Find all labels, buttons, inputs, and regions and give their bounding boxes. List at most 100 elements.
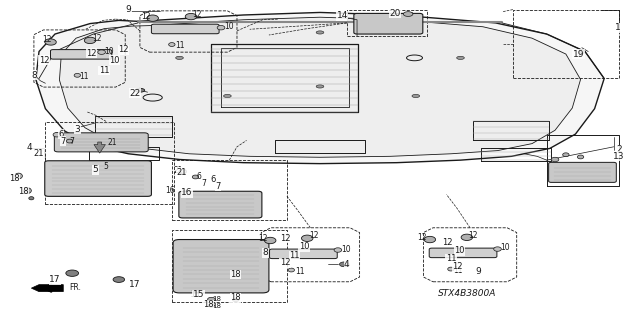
FancyBboxPatch shape (51, 50, 112, 59)
Text: 1: 1 (614, 23, 620, 32)
Text: 9: 9 (476, 267, 481, 276)
Text: 18: 18 (212, 303, 221, 309)
Text: 19: 19 (573, 49, 584, 59)
Text: 12: 12 (42, 35, 51, 44)
Text: 13: 13 (613, 152, 625, 161)
FancyBboxPatch shape (54, 133, 148, 152)
Text: 14: 14 (337, 11, 348, 20)
Ellipse shape (67, 139, 73, 143)
Ellipse shape (316, 85, 324, 88)
Ellipse shape (424, 236, 436, 243)
Text: 21: 21 (34, 149, 44, 158)
Text: 7: 7 (70, 137, 75, 145)
Ellipse shape (301, 235, 313, 241)
Ellipse shape (179, 169, 186, 174)
Polygon shape (36, 12, 604, 164)
Text: 2: 2 (616, 145, 621, 154)
Text: 12: 12 (452, 262, 463, 271)
Text: 10: 10 (104, 47, 114, 56)
Text: 12: 12 (92, 34, 101, 43)
Ellipse shape (223, 94, 231, 98)
Text: 12: 12 (417, 233, 427, 242)
Text: 15: 15 (191, 290, 200, 299)
Text: 12: 12 (309, 231, 318, 240)
FancyBboxPatch shape (548, 162, 616, 182)
FancyBboxPatch shape (179, 191, 262, 218)
Text: 20: 20 (390, 9, 401, 18)
FancyBboxPatch shape (173, 240, 269, 293)
Text: 18: 18 (230, 270, 241, 279)
Ellipse shape (412, 94, 420, 98)
Text: 11: 11 (175, 41, 184, 50)
Text: 11: 11 (79, 72, 88, 81)
Text: 6: 6 (196, 172, 201, 181)
Text: 7: 7 (61, 137, 66, 145)
Ellipse shape (288, 268, 294, 272)
Ellipse shape (169, 43, 175, 47)
Text: 11: 11 (453, 265, 463, 275)
Text: 4: 4 (27, 143, 32, 152)
Text: STX4B3800A: STX4B3800A (438, 289, 496, 298)
Text: 12: 12 (280, 234, 290, 243)
Text: 12: 12 (258, 234, 268, 243)
Ellipse shape (24, 188, 31, 194)
Ellipse shape (563, 153, 569, 157)
Text: 11: 11 (99, 66, 109, 75)
Text: 18: 18 (212, 296, 221, 302)
Text: 9: 9 (125, 5, 131, 14)
Ellipse shape (185, 13, 196, 20)
Text: 10: 10 (224, 22, 234, 31)
Ellipse shape (264, 237, 276, 244)
FancyBboxPatch shape (45, 161, 152, 196)
Ellipse shape (53, 132, 61, 137)
Text: 22: 22 (129, 89, 140, 98)
FancyBboxPatch shape (152, 24, 219, 34)
Ellipse shape (551, 157, 559, 162)
Text: 6: 6 (211, 175, 216, 184)
Ellipse shape (113, 277, 125, 282)
Text: 5: 5 (92, 165, 98, 174)
Ellipse shape (45, 39, 56, 45)
FancyArrow shape (94, 142, 106, 153)
Ellipse shape (29, 197, 34, 200)
Text: 18: 18 (203, 300, 214, 309)
Text: 3: 3 (74, 124, 80, 134)
Text: 21: 21 (108, 138, 117, 147)
Text: 10: 10 (500, 243, 510, 252)
Text: 12: 12 (86, 48, 97, 58)
Text: 16: 16 (165, 186, 175, 195)
Ellipse shape (579, 50, 585, 53)
FancyBboxPatch shape (429, 248, 497, 258)
Ellipse shape (74, 73, 81, 77)
Text: 12: 12 (280, 258, 290, 267)
Text: 7: 7 (215, 182, 221, 191)
Ellipse shape (15, 173, 22, 179)
Ellipse shape (208, 304, 214, 307)
Text: 8: 8 (31, 71, 36, 80)
Text: 12: 12 (193, 10, 202, 19)
Text: 10: 10 (299, 242, 309, 251)
Text: 15: 15 (193, 290, 204, 299)
Ellipse shape (135, 88, 145, 92)
Text: 7: 7 (202, 179, 206, 188)
Text: 21: 21 (173, 166, 183, 175)
Ellipse shape (217, 26, 225, 30)
Text: 17: 17 (49, 275, 61, 284)
Ellipse shape (147, 15, 159, 21)
Ellipse shape (316, 31, 324, 34)
Ellipse shape (403, 12, 413, 16)
Ellipse shape (448, 267, 454, 271)
Text: 12: 12 (39, 56, 49, 65)
Text: 18: 18 (18, 187, 28, 197)
Text: 17: 17 (129, 279, 141, 288)
Text: 4: 4 (344, 260, 349, 270)
Ellipse shape (207, 297, 215, 301)
Text: 12: 12 (442, 238, 453, 247)
Text: 12: 12 (141, 12, 151, 21)
Text: 18: 18 (230, 293, 241, 302)
Text: 6: 6 (59, 129, 64, 138)
Ellipse shape (334, 248, 342, 252)
Text: 10: 10 (109, 56, 120, 65)
Ellipse shape (461, 234, 472, 241)
Ellipse shape (192, 175, 198, 179)
